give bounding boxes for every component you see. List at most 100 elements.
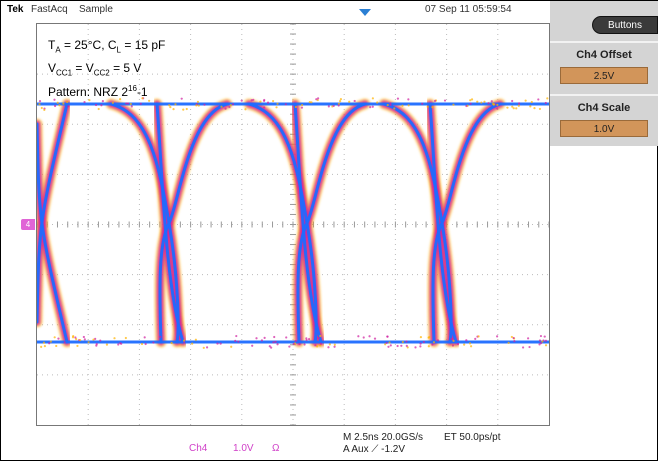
noise-dot (186, 108, 188, 110)
noise-dot (220, 106, 222, 108)
noise-dot (235, 335, 237, 337)
channel-scale-readout[interactable]: 1.0V (233, 443, 254, 454)
noise-dot (251, 345, 253, 347)
noise-dot (261, 339, 263, 341)
noise-dot (301, 107, 303, 109)
noise-dot (540, 335, 542, 337)
noise-dot (38, 103, 40, 105)
noise-dot (276, 343, 278, 345)
noise-dot (533, 107, 535, 109)
noise-dot (338, 104, 340, 106)
noise-dot (525, 100, 527, 102)
ch4-offset-title[interactable]: Ch4 Offset (550, 49, 658, 61)
noise-dot (539, 339, 541, 341)
noise-dot (198, 104, 200, 106)
noise-dot (228, 106, 230, 108)
noise-dot (272, 341, 274, 343)
noise-dot (159, 336, 161, 338)
noise-dot (340, 98, 342, 100)
noise-dot (195, 104, 197, 106)
ch4-scale-value[interactable]: 1.0V (560, 120, 648, 137)
noise-dot (402, 341, 404, 343)
temperature-load-note: TA = 25°C, CL = 15 pF (48, 38, 165, 54)
noise-dot (496, 107, 498, 109)
noise-dot (182, 109, 184, 111)
ch4-offset-value[interactable]: 2.5V (560, 67, 648, 84)
noise-dot (513, 107, 515, 109)
noise-dot (471, 98, 473, 100)
noise-dot (483, 101, 485, 103)
noise-dot (183, 339, 185, 341)
noise-dot (405, 340, 407, 342)
noise-dot (419, 343, 421, 345)
noise-dot (117, 343, 119, 345)
noise-dot (508, 342, 510, 344)
noise-dot (546, 97, 548, 99)
acquisition-mode: FastAcq (31, 4, 68, 15)
noise-dot (309, 101, 311, 103)
noise-dot (328, 105, 330, 107)
impedance-readout: Ω (272, 443, 279, 454)
brand-label: Tek (7, 4, 24, 15)
acquisition-type: Sample (79, 4, 113, 15)
noise-dot (76, 345, 78, 347)
noise-dot (295, 340, 297, 342)
noise-dot (528, 346, 530, 348)
noise-dot (230, 104, 232, 106)
noise-dot (170, 342, 172, 344)
trigger-readout[interactable]: A Aux ⟋ -1.2V (343, 444, 405, 455)
noise-dot (285, 103, 287, 105)
noise-dot (515, 107, 517, 109)
noise-dot (315, 98, 317, 100)
noise-dot (406, 345, 408, 347)
noise-dot (106, 344, 108, 346)
noise-dot (423, 341, 425, 343)
noise-dot (420, 336, 422, 338)
noise-dot (540, 342, 542, 344)
noise-dot (95, 345, 97, 347)
noise-dot (511, 336, 513, 338)
noise-dot (74, 336, 76, 338)
noise-dot (339, 100, 341, 102)
noise-dot (57, 338, 59, 340)
noise-dot (197, 101, 199, 103)
noise-dot (92, 338, 94, 340)
ch4-ground-marker[interactable]: 4 (21, 219, 35, 230)
noise-dot (237, 341, 239, 343)
noise-dot (506, 107, 508, 109)
noise-dot (492, 103, 494, 105)
noise-dot (141, 343, 143, 345)
timebase-readout[interactable]: M 2.5ns 20.0GS/s (343, 432, 423, 443)
noise-dot (293, 343, 295, 345)
ch4-scale-title[interactable]: Ch4 Scale (550, 102, 658, 114)
noise-dot (318, 337, 320, 339)
noise-dot (401, 105, 403, 107)
noise-dot (544, 335, 546, 337)
noise-dot (232, 103, 234, 105)
buttons-button[interactable]: Buttons (592, 16, 658, 34)
noise-dot (241, 100, 243, 102)
noise-dot (444, 99, 446, 101)
noise-dot (269, 345, 271, 347)
noise-dot (496, 104, 498, 106)
noise-dot (386, 336, 388, 338)
channel-readout[interactable]: Ch4 (189, 443, 207, 454)
noise-dot (83, 101, 85, 103)
noise-dot (84, 338, 86, 340)
noise-dot (83, 336, 85, 338)
noise-dot (465, 105, 467, 107)
noise-dot (172, 108, 174, 110)
noise-dot (491, 100, 493, 102)
noise-dot (130, 103, 132, 105)
noise-dot (259, 101, 261, 103)
noise-dot (387, 104, 389, 106)
noise-dot (168, 104, 170, 106)
noise-dot (513, 340, 515, 342)
noise-dot (369, 106, 371, 108)
noise-dot (220, 342, 222, 344)
noise-dot (102, 100, 104, 102)
noise-dot (372, 106, 374, 108)
side-menu-panel: Buttons Ch4 Offset 2.5V Ch4 Scale 1.0V (550, 1, 658, 146)
noise-dot (127, 102, 129, 104)
noise-dot (480, 101, 482, 103)
